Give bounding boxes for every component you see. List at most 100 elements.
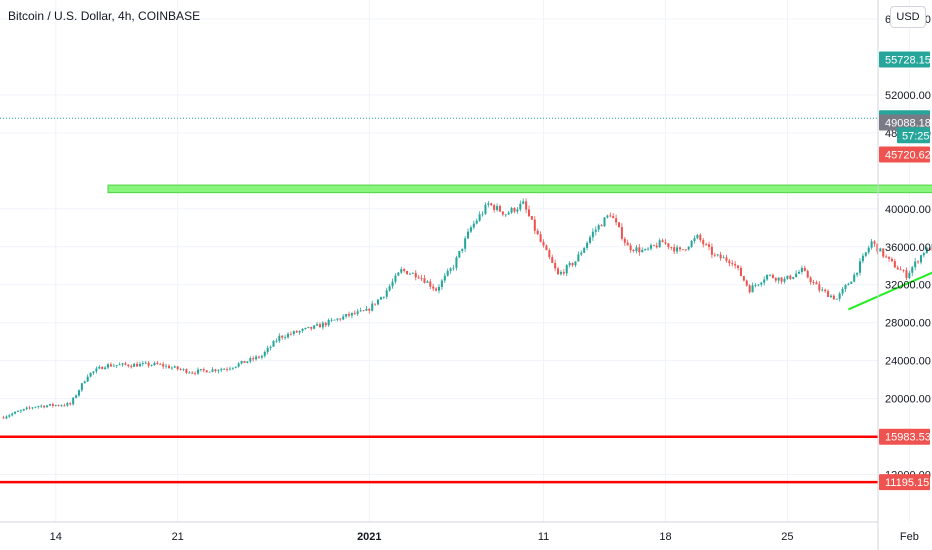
candle-body: [542, 241, 545, 246]
candle-body: [112, 365, 115, 367]
candle-body: [742, 276, 745, 281]
candle-body: [165, 365, 168, 367]
candle-body: [130, 366, 133, 367]
candle-body: [612, 216, 615, 219]
candle-body: [429, 281, 432, 287]
candle-body: [504, 214, 507, 216]
candle-body: [609, 215, 612, 217]
candle-body: [719, 254, 722, 259]
candle-body: [699, 234, 702, 241]
candle-body: [551, 257, 554, 263]
candle-body: [615, 218, 618, 223]
candle-body: [687, 246, 690, 250]
candle-body: [437, 286, 441, 291]
candle-body: [234, 366, 237, 368]
candle-body: [109, 364, 112, 367]
candle-body: [606, 215, 609, 218]
resistance-zone: [107, 184, 932, 194]
candle-body: [853, 274, 856, 282]
candle-body: [850, 281, 853, 284]
candle-body: [725, 257, 728, 261]
candle-body: [101, 366, 104, 370]
candle-body: [255, 356, 258, 360]
candle-body: [138, 363, 141, 367]
candle-body: [690, 240, 693, 247]
candle-body: [493, 205, 496, 211]
candle-body: [603, 217, 606, 227]
candle-body: [527, 209, 531, 217]
candle-body: [586, 242, 589, 248]
candle-body: [214, 369, 217, 372]
candle-body: [490, 203, 493, 206]
candle-body: [536, 230, 539, 235]
candle-body: [594, 229, 597, 232]
candle-body: [14, 411, 17, 414]
candle-body: [77, 390, 80, 396]
candle-body: [870, 241, 873, 248]
candle-body: [667, 243, 670, 248]
candle-body: [737, 265, 740, 268]
candle-body: [179, 369, 182, 370]
candle-body: [188, 372, 191, 374]
candle-body: [46, 405, 49, 408]
candle-body: [571, 263, 574, 266]
candle-body: [908, 272, 911, 279]
candle-body: [147, 362, 150, 366]
candle-body: [388, 286, 391, 291]
candle-body: [43, 405, 46, 408]
candle-body: [702, 240, 705, 245]
candle-body: [827, 291, 830, 297]
candle-body: [231, 367, 234, 369]
candle-body: [106, 364, 110, 368]
candle-body: [893, 261, 896, 268]
x-tick-label: 14: [50, 531, 62, 543]
currency-button[interactable]: USD: [890, 6, 926, 28]
y-tick-label: 36000.00: [885, 242, 931, 254]
candle-body: [69, 403, 72, 405]
candle-body: [641, 249, 644, 253]
candle-body: [919, 255, 922, 263]
candle-body: [467, 231, 470, 239]
candle-body: [902, 270, 905, 271]
candle-body: [914, 261, 917, 268]
candle-body: [292, 331, 295, 335]
candle-body: [705, 244, 708, 246]
candle-body: [632, 250, 635, 252]
candle-body: [475, 220, 478, 224]
candle-body: [472, 223, 475, 228]
candle-body: [565, 265, 568, 274]
candle-body: [867, 247, 870, 253]
candle-body: [228, 368, 231, 370]
candle-body: [414, 272, 417, 278]
candle-body: [237, 363, 240, 367]
candle-body: [498, 206, 501, 212]
candle-body: [48, 403, 51, 406]
candle-body: [211, 369, 214, 372]
candle-body: [162, 364, 165, 367]
candle-body: [307, 326, 310, 328]
candle-body: [580, 252, 583, 255]
candle-body: [423, 278, 426, 283]
candle-body: [121, 363, 124, 365]
candle-body: [815, 282, 818, 285]
candle-body: [330, 319, 333, 321]
candle-body: [269, 346, 272, 348]
candle-body: [252, 358, 255, 360]
candle-body: [545, 245, 548, 251]
candle-body: [19, 410, 22, 412]
candle-body: [191, 372, 194, 374]
candle-body: [562, 272, 565, 274]
candle-body: [873, 241, 876, 244]
candle-body: [16, 411, 20, 413]
y-tick-label: 20000.00: [885, 394, 931, 406]
candle-body: [780, 277, 783, 282]
candle-body: [196, 369, 200, 374]
candle-body: [577, 254, 580, 262]
candle-body: [25, 407, 28, 409]
candle-body: [257, 356, 261, 358]
candle-body: [626, 242, 629, 246]
candle-body: [856, 272, 859, 275]
candle-body: [763, 279, 766, 283]
